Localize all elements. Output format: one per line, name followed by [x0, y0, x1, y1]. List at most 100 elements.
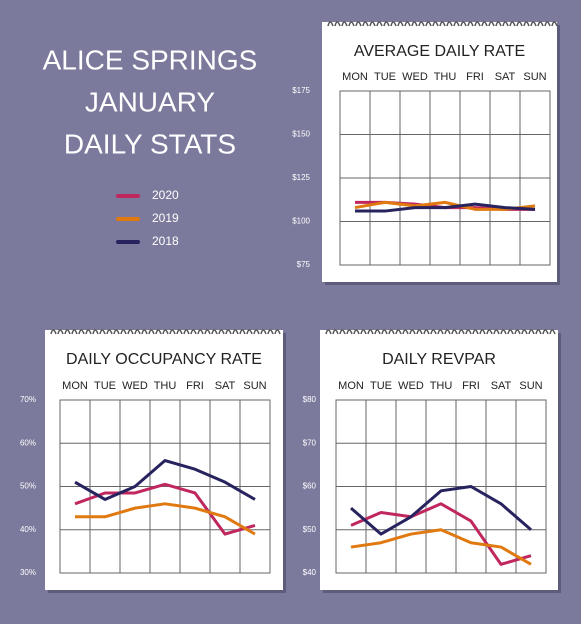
y-tick-label: 70%	[20, 395, 36, 404]
spiral	[409, 329, 416, 335]
spiral	[327, 21, 334, 27]
spiral	[64, 329, 71, 335]
spiral	[465, 329, 472, 335]
series-line	[354, 200, 536, 211]
spiral	[374, 329, 381, 335]
spiral	[155, 329, 162, 335]
spiral	[106, 329, 113, 335]
y-tick-label: $175	[292, 86, 310, 95]
spiral	[246, 329, 253, 335]
spiral	[439, 21, 446, 27]
spiral	[360, 329, 367, 335]
spiral	[260, 329, 267, 335]
spiral	[381, 329, 388, 335]
spiral	[85, 329, 92, 335]
spiral	[348, 21, 355, 27]
spiral	[71, 329, 78, 335]
spiral	[523, 21, 530, 27]
spiral	[141, 329, 148, 335]
spiral	[544, 21, 551, 27]
spiral	[362, 21, 369, 27]
spiral	[516, 21, 523, 27]
page-title: DAILY STATS	[64, 128, 236, 159]
spiral	[367, 329, 374, 335]
spiral	[521, 329, 528, 335]
x-tick-label: THU	[154, 380, 177, 392]
spiral	[411, 21, 418, 27]
spiral	[514, 329, 521, 335]
y-tick-label: $80	[303, 395, 317, 404]
chart-title: DAILY REVPAR	[382, 351, 496, 368]
spiral	[502, 21, 509, 27]
spiral	[397, 21, 404, 27]
spiral	[425, 21, 432, 27]
spiral	[267, 329, 274, 335]
spiral	[78, 329, 85, 335]
x-tick-label: WED	[402, 71, 428, 83]
spiral	[549, 329, 556, 335]
spiral	[530, 21, 537, 27]
spiral	[353, 329, 360, 335]
spiral	[253, 329, 260, 335]
spiral	[446, 21, 453, 27]
x-tick-label: MON	[338, 380, 364, 392]
spiral	[218, 329, 225, 335]
spiral	[416, 329, 423, 335]
series-line	[350, 528, 532, 566]
spiral	[395, 329, 402, 335]
x-tick-label: WED	[122, 380, 148, 392]
x-tick-label: SAT	[215, 380, 236, 392]
spiral	[211, 329, 218, 335]
series-line	[350, 502, 532, 566]
spiral	[444, 329, 451, 335]
legend-label: 2018	[152, 234, 179, 248]
spiral	[500, 329, 507, 335]
legend-label: 2019	[152, 211, 179, 225]
spiral	[509, 21, 516, 27]
spiral	[346, 329, 353, 335]
spiral	[418, 21, 425, 27]
spiral	[120, 329, 127, 335]
y-tick-label: $125	[292, 173, 310, 182]
spiral	[176, 329, 183, 335]
spiral	[239, 329, 246, 335]
chart-title: AVERAGE DAILY RATE	[354, 43, 525, 60]
spiral	[339, 329, 346, 335]
x-tick-label: TUE	[374, 71, 396, 83]
spiral	[551, 21, 558, 27]
spiral	[225, 329, 232, 335]
spiral	[355, 21, 362, 27]
spiral	[274, 329, 281, 335]
spiral	[402, 329, 409, 335]
spiral	[134, 329, 141, 335]
x-tick-label: SAT	[495, 71, 516, 83]
spiral	[127, 329, 134, 335]
spiral	[481, 21, 488, 27]
x-tick-label: TUE	[94, 380, 116, 392]
spiral	[162, 329, 169, 335]
spiral	[197, 329, 204, 335]
spiral	[232, 329, 239, 335]
y-tick-label: $75	[297, 260, 311, 269]
spiral	[542, 329, 549, 335]
spiral	[204, 329, 211, 335]
spiral	[528, 329, 535, 335]
y-tick-label: 40%	[20, 525, 36, 534]
x-tick-label: SUN	[519, 380, 542, 392]
x-tick-label: MON	[62, 380, 88, 392]
spiral	[376, 21, 383, 27]
series-line	[350, 485, 532, 536]
x-tick-label: THU	[434, 71, 457, 83]
spiral	[423, 329, 430, 335]
y-tick-label: $40	[303, 568, 317, 577]
y-tick-label: $60	[303, 482, 317, 491]
x-tick-label: FRI	[462, 380, 480, 392]
legend-label: 2020	[152, 188, 179, 202]
spiral	[334, 21, 341, 27]
spiral	[169, 329, 176, 335]
spiral	[341, 21, 348, 27]
x-tick-label: TUE	[370, 380, 392, 392]
y-tick-label: $70	[303, 438, 317, 447]
